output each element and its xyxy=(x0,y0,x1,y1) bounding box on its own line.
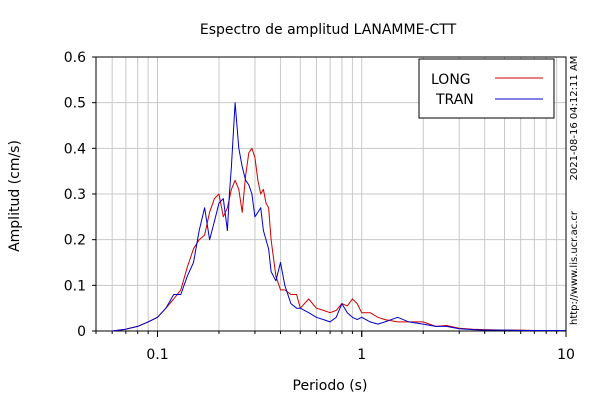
series-line-long xyxy=(112,147,566,332)
y-tick-label: 0.1 xyxy=(64,278,86,294)
x-tick-label: 10 xyxy=(557,347,575,363)
y-tick-label: 0.5 xyxy=(64,96,86,112)
y-tick-label: 0.2 xyxy=(64,233,86,249)
chart-title: Espectro de amplitud LANAMME-CTT xyxy=(200,22,457,38)
legend-box xyxy=(418,58,555,119)
x-tick-label: 1 xyxy=(357,347,366,363)
y-tick-label: 0 xyxy=(77,324,86,340)
timestamp-label: 2021-08-16 04:12:11 AM xyxy=(569,56,580,181)
y-tick-label: 0.3 xyxy=(64,187,86,203)
series-line-tran xyxy=(112,102,566,332)
source-url-label: http://www.lis.ucr.ac.cr xyxy=(569,210,580,325)
chart-series xyxy=(112,102,566,332)
y-axis-label: Amplitud (cm/s) xyxy=(7,140,23,252)
x-axis-label: Periodo (s) xyxy=(293,378,368,394)
x-tick-label: 0.1 xyxy=(146,347,168,363)
chart-legend: LONG TRAN xyxy=(418,58,555,119)
legend-label-long: LONG xyxy=(431,72,471,88)
y-tick-label: 0.6 xyxy=(64,50,86,66)
y-tick-label: 0.4 xyxy=(64,141,86,157)
legend-label-tran: TRAN xyxy=(435,92,474,108)
chart-axes: 0 0.1 0.2 0.3 0.4 0.5 0.6 0.1 1 10 xyxy=(64,50,575,363)
